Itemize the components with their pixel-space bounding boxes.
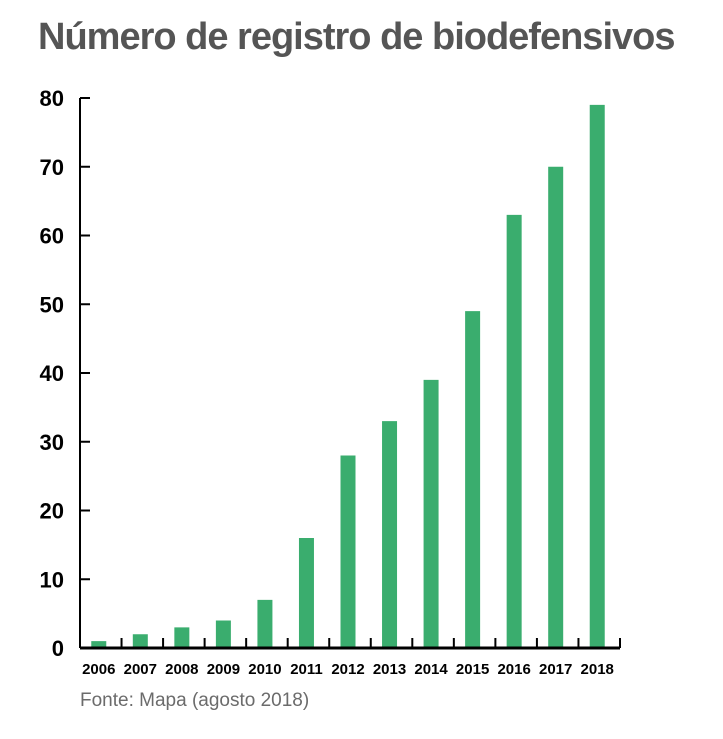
bar-2011 (298, 538, 314, 648)
y-tick-label: 0 (52, 636, 64, 661)
bar-2006 (91, 641, 107, 648)
y-ticks: 0 10 20 30 40 50 60 70 80 (40, 86, 90, 661)
bar-2009 (215, 620, 231, 648)
chart-title: Número de registro de biodefensivos (38, 16, 675, 58)
x-tick-label: 2010 (248, 661, 281, 678)
x-tick-label: 2016 (497, 661, 530, 678)
x-tick-label: 2017 (539, 661, 572, 678)
x-tick-label: 2011 (290, 661, 323, 678)
bar-2018 (589, 104, 605, 648)
y-tick-label: 60 (40, 224, 64, 249)
bar-2015 (465, 311, 481, 648)
x-ticks: 2006 2007 2008 2009 2010 2011 2012 2013 2014 2015… (82, 638, 621, 678)
x-tick-label: 2007 (124, 661, 157, 678)
y-tick-label: 40 (40, 361, 64, 386)
x-tick-label: 2014 (414, 661, 448, 678)
x-tick-label: 2009 (207, 661, 240, 678)
x-tick-label: 2018 (581, 661, 614, 678)
x-tick-label: 2015 (456, 661, 489, 678)
x-tick-label: 2008 (165, 661, 198, 678)
bars (91, 104, 605, 648)
x-tick-label: 2006 (82, 661, 115, 678)
x-tick-label: 2012 (331, 661, 364, 678)
bar-2013 (382, 421, 398, 648)
y-tick-label: 20 (40, 499, 64, 524)
source-note: Fonte: Mapa (agosto 2018) (80, 690, 310, 711)
bar-2016 (506, 214, 522, 648)
bar-2008 (174, 627, 190, 648)
y-tick-label: 80 (40, 86, 64, 111)
y-tick-label: 30 (40, 430, 64, 455)
y-tick-label: 50 (40, 292, 64, 317)
bar-2010 (257, 599, 273, 648)
bar-2012 (340, 455, 356, 648)
x-tick-label: 2013 (373, 661, 406, 678)
y-tick-label: 70 (40, 155, 64, 180)
y-tick-label: 10 (40, 567, 64, 592)
bar-2007 (132, 634, 148, 648)
bar-2014 (423, 379, 439, 648)
bar-2017 (548, 166, 564, 648)
